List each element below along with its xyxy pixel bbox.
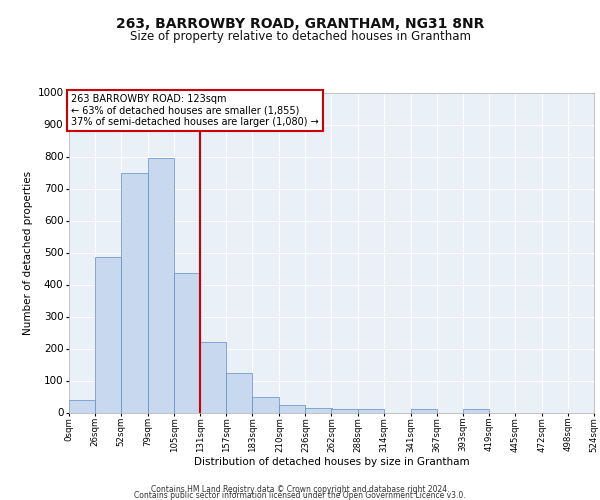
Bar: [305, 408, 331, 412]
Bar: [69, 400, 95, 412]
Bar: [148, 158, 174, 412]
Bar: [358, 410, 383, 412]
Bar: [174, 274, 200, 412]
Text: Size of property relative to detached houses in Grantham: Size of property relative to detached ho…: [130, 30, 470, 43]
Text: 263 BARROWBY ROAD: 123sqm
← 63% of detached houses are smaller (1,855)
37% of se: 263 BARROWBY ROAD: 123sqm ← 63% of detac…: [71, 94, 319, 128]
X-axis label: Distribution of detached houses by size in Grantham: Distribution of detached houses by size …: [194, 457, 469, 467]
Bar: [280, 404, 305, 412]
Bar: [463, 410, 489, 412]
Text: 263, BARROWBY ROAD, GRANTHAM, NG31 8NR: 263, BARROWBY ROAD, GRANTHAM, NG31 8NR: [116, 18, 484, 32]
Text: Contains public sector information licensed under the Open Government Licence v3: Contains public sector information licen…: [134, 490, 466, 500]
Bar: [95, 258, 121, 412]
Bar: [410, 410, 437, 412]
Bar: [200, 342, 226, 412]
Text: Contains HM Land Registry data © Crown copyright and database right 2024.: Contains HM Land Registry data © Crown c…: [151, 485, 449, 494]
Bar: [331, 410, 358, 412]
Y-axis label: Number of detached properties: Number of detached properties: [23, 170, 33, 334]
Bar: [226, 372, 253, 412]
Bar: [121, 172, 148, 412]
Bar: [253, 396, 280, 412]
